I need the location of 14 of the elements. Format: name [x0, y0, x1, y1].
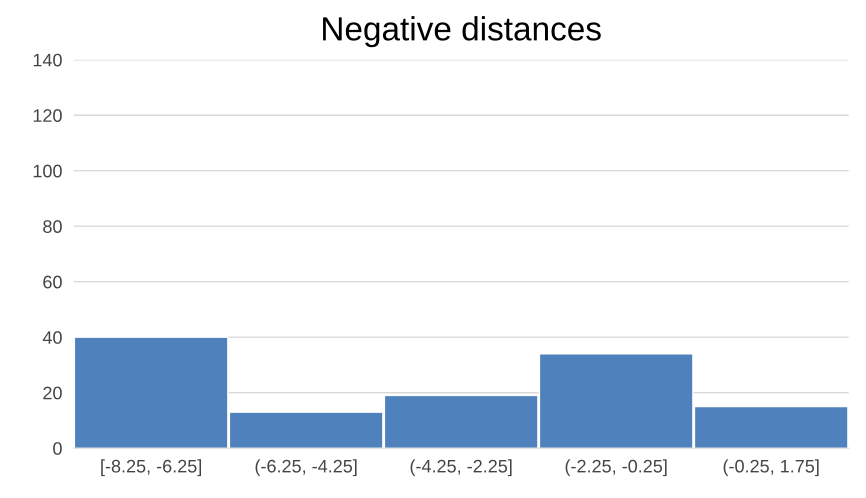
- y-tick-label: 100: [34, 164, 62, 178]
- x-tick-label: (-2.25, -0.25]: [566, 459, 667, 476]
- y-tick-label: 80: [43, 220, 62, 233]
- y-tick-label: 60: [43, 276, 62, 288]
- y-tick-label: 0: [53, 442, 62, 455]
- y-tick-label: 120: [34, 109, 62, 122]
- y-tick-label: 40: [42, 331, 62, 344]
- chart-title: Negative distances: [323, 16, 601, 48]
- x-tick-label: (-0.25, 1.75]: [724, 459, 819, 476]
- x-tick-label: [-8.25, -6.25]: [101, 459, 202, 476]
- y-tick-label: 140: [34, 54, 62, 66]
- y-tick-label: 20: [43, 386, 62, 400]
- x-tick-label: (-6.25, -4.25]: [256, 459, 357, 476]
- x-tick-label: (-4.25, -2.25]: [410, 459, 512, 476]
